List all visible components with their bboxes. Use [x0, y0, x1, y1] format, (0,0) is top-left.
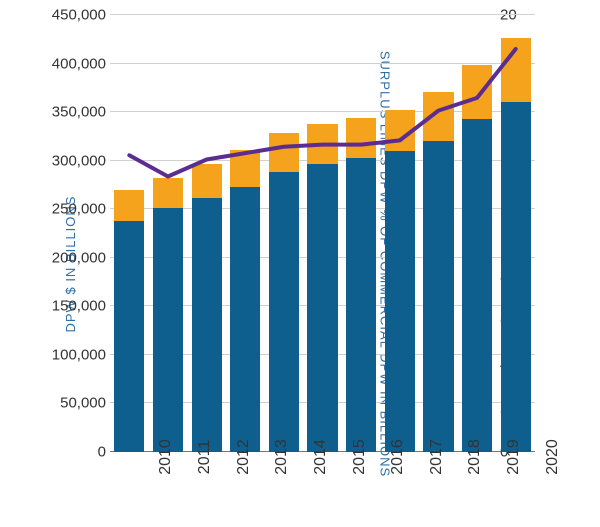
- y-left-tick: 250,000: [36, 201, 106, 218]
- bar: [346, 15, 376, 452]
- bar: [114, 15, 144, 452]
- plot-area: [110, 15, 535, 452]
- bar-segment-bottom: [346, 158, 376, 452]
- bar-segment-top: [153, 178, 183, 208]
- y-left-tick: 150,000: [36, 298, 106, 315]
- y-left-tick: 50,000: [36, 395, 106, 412]
- bar-slot: [265, 15, 304, 452]
- bar-segment-bottom: [385, 151, 415, 452]
- bar-segment-bottom: [230, 187, 260, 452]
- x-tick: 2010: [110, 457, 149, 527]
- y-left-tick: 300,000: [36, 152, 106, 169]
- x-tick: 2017: [380, 457, 419, 527]
- bar-segment-top: [192, 164, 222, 198]
- bar-slot: [458, 15, 497, 452]
- bar-slot: [496, 15, 535, 452]
- bar: [423, 15, 453, 452]
- bar-segment-bottom: [423, 141, 453, 452]
- bar-slot: [187, 15, 226, 452]
- y-left-ticks: 050,000100,000150,000200,000250,000300,0…: [36, 15, 106, 452]
- bar-segment-top: [501, 38, 531, 102]
- bar-segment-top: [462, 65, 492, 119]
- bar-slot: [419, 15, 458, 452]
- bar-segment-top: [385, 110, 415, 151]
- y-left-tick: 0: [36, 444, 106, 461]
- bar-segment-top: [114, 190, 144, 221]
- bar-segment-top: [346, 118, 376, 158]
- bar-segment-bottom: [269, 172, 299, 452]
- bar-segment-bottom: [462, 119, 492, 452]
- bar-segment-top: [307, 124, 337, 164]
- x-ticks: 2010201120122013201420152016201720182019…: [110, 457, 535, 527]
- x-tick: 2018: [419, 457, 458, 527]
- bar-slot: [380, 15, 419, 452]
- bar-slot: [303, 15, 342, 452]
- x-tick: 2020: [496, 457, 535, 527]
- bar-segment-bottom: [192, 198, 222, 452]
- x-tick: 2013: [226, 457, 265, 527]
- bar: [307, 15, 337, 452]
- bar-slot: [149, 15, 188, 452]
- bar: [462, 15, 492, 452]
- bar-segment-top: [269, 133, 299, 172]
- x-tick: 2019: [458, 457, 497, 527]
- dpw-chart: DPW $ IN BILLIONS SURPLUS LINES DPW % OF…: [0, 0, 600, 527]
- bar-segment-bottom: [153, 208, 183, 452]
- bar-slot: [342, 15, 381, 452]
- bar-segment-bottom: [307, 164, 337, 452]
- x-tick-label: 2020: [516, 439, 562, 475]
- x-tick: 2015: [303, 457, 342, 527]
- y-left-tick: 400,000: [36, 55, 106, 72]
- bar: [385, 15, 415, 452]
- x-tick: 2014: [265, 457, 304, 527]
- y-left-tick: 450,000: [36, 7, 106, 24]
- bar: [501, 15, 531, 452]
- x-tick: 2011: [149, 457, 188, 527]
- y-left-tick: 200,000: [36, 249, 106, 266]
- bar: [153, 15, 183, 452]
- bar: [269, 15, 299, 452]
- bar-segment-bottom: [501, 102, 531, 452]
- x-tick: 2016: [342, 457, 381, 527]
- bar: [192, 15, 222, 452]
- bar-segment-top: [423, 92, 453, 142]
- bar: [230, 15, 260, 452]
- bar-slot: [110, 15, 149, 452]
- y-left-tick: 350,000: [36, 104, 106, 121]
- y-left-tick: 100,000: [36, 346, 106, 363]
- bar-slot: [226, 15, 265, 452]
- x-tick: 2012: [187, 457, 226, 527]
- bar-segment-top: [230, 150, 260, 187]
- bar-series: [110, 15, 535, 452]
- bar-segment-bottom: [114, 221, 144, 452]
